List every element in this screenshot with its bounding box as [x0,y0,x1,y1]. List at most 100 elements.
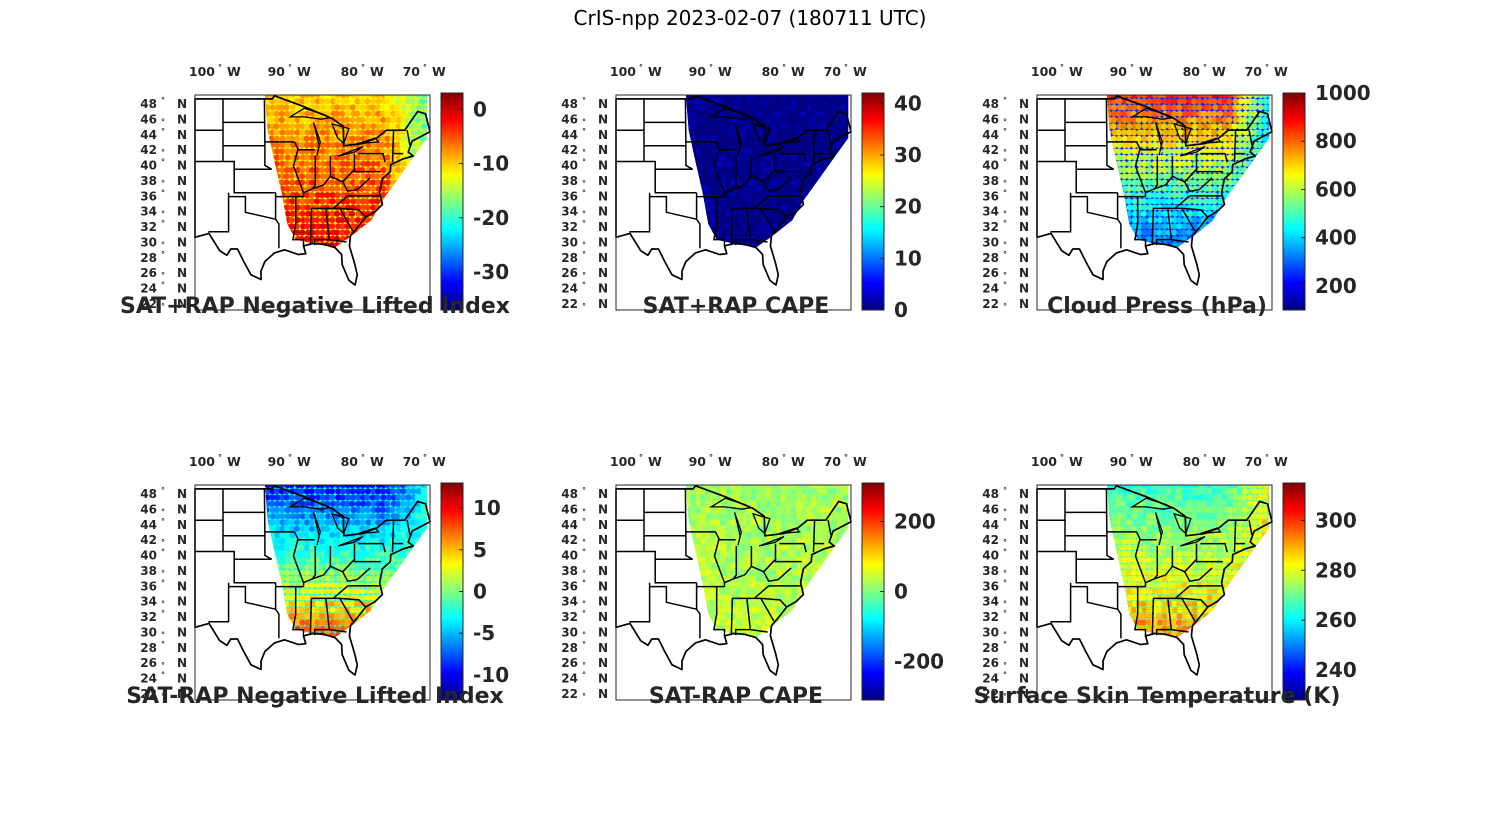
data-point [826,95,833,99]
data-point [1141,160,1148,167]
data-point [335,160,342,167]
data-point [319,485,326,489]
colorbar-tick-label: 40 [894,91,922,115]
data-point [289,116,296,124]
degree-symbol: ° [582,517,586,526]
lake-outline [1129,107,1175,120]
data-point [278,485,285,489]
data-point [705,563,712,570]
data-point [770,525,778,532]
data-point [1162,98,1169,105]
data-point [745,544,752,551]
data-point [820,485,828,489]
data-point [268,525,275,532]
data-point [694,123,701,130]
data-point [745,167,752,174]
data-point [805,148,812,155]
data-point [1216,173,1223,180]
data-point [1121,167,1128,174]
data-point [1211,198,1218,205]
data-point [825,110,832,117]
data-point [730,544,737,551]
data-point [339,494,346,501]
data-point [1136,95,1143,99]
data-point [1125,179,1133,186]
data-point [699,104,706,111]
data-point [424,513,428,520]
data-point [831,488,838,495]
data-point [725,513,732,520]
lat-tick-label: 40 [982,159,999,173]
data-point [370,141,377,149]
data-point [284,110,291,117]
data-point [705,519,712,526]
data-point [319,525,326,532]
degree-symbol: ° [1130,63,1134,72]
state-border [724,156,738,194]
data-point [289,531,296,539]
data-point [780,160,787,167]
data-point [299,519,306,526]
lat-tick-label: 32 [561,610,578,624]
data-point [700,129,707,136]
degree-symbol: ° [1003,281,1007,290]
data-point [389,506,396,514]
data-point [725,210,732,217]
data-point [724,123,732,130]
data-point [740,575,747,582]
data-point [278,500,286,507]
lake-outline [758,145,785,157]
data-point [785,513,792,520]
data-point [1201,135,1208,142]
data-point [1160,154,1167,161]
data-point [355,198,362,205]
data-point [785,104,792,111]
data-point [1131,217,1138,224]
lat-tick-label: 36 [140,189,157,203]
colorbar-tick-label: 400 [1315,226,1357,250]
data-point [740,544,747,551]
data-point [694,110,701,117]
data-point [369,513,376,520]
lat-tick-label: 26 [561,266,578,280]
hemisphere-label: N [598,533,608,547]
data-point [308,123,315,130]
data-point [1135,229,1142,236]
data-point [1201,192,1208,199]
data-point [841,116,848,124]
data-point [399,525,406,532]
data-point [379,141,386,149]
state-border [734,208,752,246]
data-point [766,488,773,495]
data-point [700,141,707,149]
data-point [720,173,727,180]
data-point [394,110,401,117]
data-point [1256,141,1263,149]
data-point [339,550,346,557]
data-point [806,95,813,99]
data-point [754,488,761,495]
colorbar-tick-label: 0 [473,580,487,604]
data-point [349,154,356,161]
data-point [384,179,391,186]
data-point [765,569,773,576]
data-point [705,141,712,149]
data-point [764,557,772,564]
degree-symbol: ° [582,600,586,609]
data-point [1126,104,1133,111]
data-point [289,563,296,570]
data-point [791,563,798,570]
data-point [805,506,812,514]
lat-tick-label: 44 [561,518,578,532]
data-point [1145,485,1152,489]
data-point [304,485,311,489]
lat-tick-label: 44 [561,128,578,142]
data-point [781,185,788,192]
degree-symbol: ° [582,692,586,701]
hemisphere-label: N [1019,189,1029,203]
data-point [348,544,356,551]
state-border [629,582,651,623]
data-point [1121,135,1128,142]
data-point [1161,185,1168,192]
data-point [770,116,777,124]
